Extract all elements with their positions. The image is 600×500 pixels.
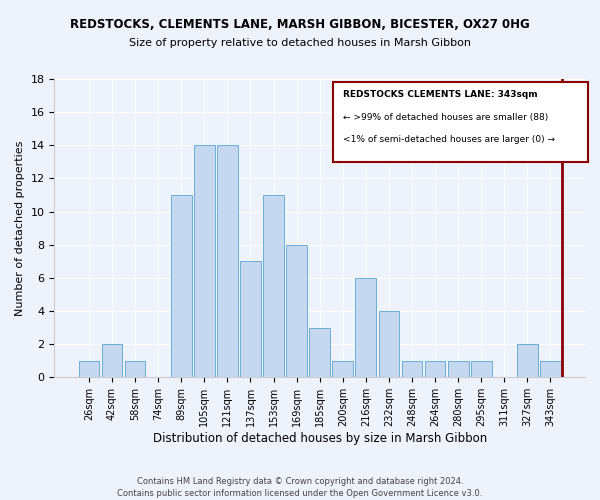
Bar bbox=[471, 361, 491, 378]
Y-axis label: Number of detached properties: Number of detached properties bbox=[15, 140, 25, 316]
Text: REDSTOCKS, CLEMENTS LANE, MARSH GIBBON, BICESTER, OX27 0HG: REDSTOCKS, CLEMENTS LANE, MARSH GIBBON, … bbox=[70, 18, 530, 30]
Bar bbox=[517, 344, 538, 378]
Bar bbox=[332, 361, 353, 378]
Text: ← >99% of detached houses are smaller (88): ← >99% of detached houses are smaller (8… bbox=[343, 112, 548, 122]
Bar bbox=[79, 361, 99, 378]
X-axis label: Distribution of detached houses by size in Marsh Gibbon: Distribution of detached houses by size … bbox=[152, 432, 487, 445]
Text: Size of property relative to detached houses in Marsh Gibbon: Size of property relative to detached ho… bbox=[129, 38, 471, 48]
Text: Contains public sector information licensed under the Open Government Licence v3: Contains public sector information licen… bbox=[118, 489, 482, 498]
Bar bbox=[217, 146, 238, 378]
Bar bbox=[401, 361, 422, 378]
Bar bbox=[540, 361, 561, 378]
Bar bbox=[240, 262, 261, 378]
Bar bbox=[286, 244, 307, 378]
Bar bbox=[448, 361, 469, 378]
Text: <1% of semi-detached houses are larger (0) →: <1% of semi-detached houses are larger (… bbox=[343, 135, 555, 144]
Bar bbox=[263, 195, 284, 378]
Bar bbox=[425, 361, 445, 378]
Bar bbox=[194, 146, 215, 378]
Bar bbox=[101, 344, 122, 378]
Bar bbox=[355, 278, 376, 378]
Text: REDSTOCKS CLEMENTS LANE: 343sqm: REDSTOCKS CLEMENTS LANE: 343sqm bbox=[343, 90, 538, 99]
Text: Contains HM Land Registry data © Crown copyright and database right 2024.: Contains HM Land Registry data © Crown c… bbox=[137, 478, 463, 486]
Bar bbox=[171, 195, 191, 378]
Bar bbox=[310, 328, 330, 378]
Bar bbox=[379, 311, 400, 378]
Bar bbox=[125, 361, 145, 378]
